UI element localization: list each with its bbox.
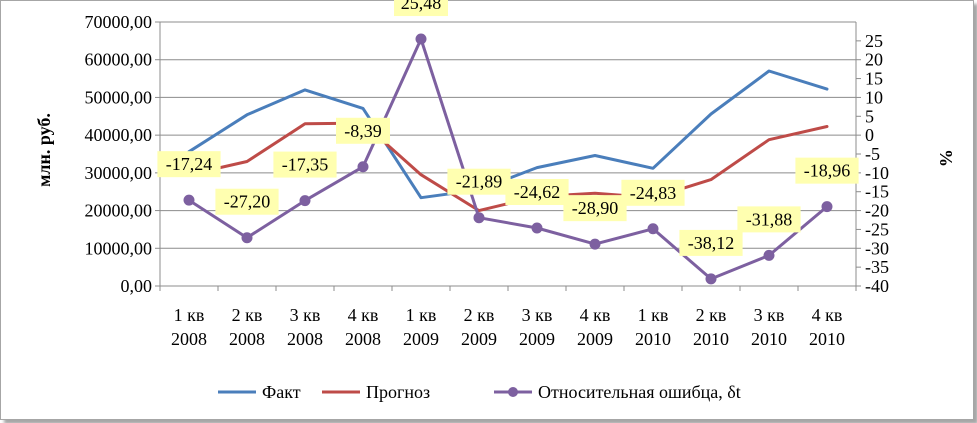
x-tick-label: 2008 bbox=[287, 329, 323, 349]
left-tick-label: 50000,00 bbox=[85, 87, 153, 107]
x-tick-label: 4 кв bbox=[812, 305, 843, 325]
data-point bbox=[589, 238, 601, 250]
x-tick-label: 2009 bbox=[577, 329, 613, 349]
data-point bbox=[647, 223, 659, 235]
x-tick-label: 3 кв bbox=[290, 305, 321, 325]
left-tick-label: 0,00 bbox=[121, 276, 153, 296]
data-point bbox=[531, 222, 543, 234]
right-tick-label: -15 bbox=[865, 182, 889, 202]
data-label: -21,89 bbox=[456, 172, 503, 192]
x-tick-label: 2010 bbox=[751, 329, 787, 349]
data-label-background bbox=[447, 168, 511, 195]
data-label-background bbox=[505, 178, 569, 205]
data-label: -8,39 bbox=[344, 121, 382, 141]
data-point bbox=[241, 232, 253, 244]
x-tick-label: 2009 bbox=[403, 329, 439, 349]
data-label-background bbox=[157, 151, 221, 178]
right-tick-label: -40 bbox=[865, 276, 889, 296]
data-label-background bbox=[621, 179, 685, 206]
data-label: -24,83 bbox=[630, 183, 677, 203]
data-point bbox=[299, 195, 311, 207]
x-tick-label: 2010 bbox=[809, 329, 845, 349]
x-tick-label: 2010 bbox=[635, 329, 671, 349]
legend: Факт Прогноз Относительная ошибца, δt bbox=[218, 382, 741, 402]
x-tick-label: 4 кв bbox=[580, 305, 611, 325]
data-label: -24,62 bbox=[514, 182, 561, 202]
right-tick-label: -10 bbox=[865, 163, 889, 183]
data-point bbox=[415, 33, 427, 45]
left-tick-label: 70000,00 bbox=[85, 12, 153, 32]
x-tick-label: 2008 bbox=[171, 329, 207, 349]
series-markers bbox=[183, 33, 833, 285]
data-label-background bbox=[679, 229, 743, 256]
right-tick-label: 25 bbox=[865, 31, 883, 51]
right-tick-label: -25 bbox=[865, 219, 889, 239]
x-tick-label: 3 кв bbox=[522, 305, 553, 325]
data-label-background bbox=[215, 188, 279, 215]
right-tick-label: 0 bbox=[865, 125, 874, 145]
right-tick-label: 10 bbox=[865, 87, 883, 107]
data-label: -38,12 bbox=[688, 233, 735, 253]
data-label-background bbox=[273, 151, 337, 178]
left-tick-label: 20000,00 bbox=[85, 201, 153, 221]
right-tick-label: 5 bbox=[865, 106, 874, 126]
data-label: -18,96 bbox=[804, 161, 851, 181]
data-point bbox=[183, 194, 195, 206]
data-label-background bbox=[737, 206, 801, 233]
data-point bbox=[357, 161, 369, 173]
x-tick-label: 4 кв bbox=[348, 305, 379, 325]
x-tick-label: 3 кв bbox=[754, 305, 785, 325]
data-label: -28,90 bbox=[572, 198, 619, 218]
x-tick-label: 2 кв bbox=[696, 305, 727, 325]
data-point bbox=[473, 212, 485, 224]
right-tick-label: 20 bbox=[865, 50, 883, 70]
series-line bbox=[187, 37, 829, 281]
x-tick-label: 2 кв bbox=[464, 305, 495, 325]
x-tick-label: 1 кв bbox=[174, 305, 205, 325]
left-tick-label: 60000,00 bbox=[85, 50, 153, 70]
data-label-background bbox=[336, 117, 390, 144]
x-tick-label: 2009 bbox=[461, 329, 497, 349]
axes bbox=[155, 21, 861, 291]
right-tick-label: -20 bbox=[865, 201, 889, 221]
left-axis-title: млн. руб. bbox=[34, 113, 54, 187]
x-tick-label: 2009 bbox=[519, 329, 555, 349]
x-axis-ticks: 1 кв 2008 2 кв 2008 3 кв 2008 4 кв 2008 1 кв 2009… bbox=[171, 305, 845, 349]
x-tick-label: 2008 bbox=[345, 329, 381, 349]
right-tick-label: -35 bbox=[865, 257, 889, 277]
data-label-background bbox=[394, 0, 448, 17]
data-point bbox=[705, 273, 717, 285]
data-label-background bbox=[795, 157, 859, 184]
x-tick-label: 1 кв bbox=[638, 305, 669, 325]
data-point bbox=[821, 201, 833, 213]
right-tick-label: 15 bbox=[865, 69, 883, 89]
legend-marker bbox=[508, 387, 518, 397]
data-label: -31,88 bbox=[746, 209, 793, 229]
data-labels: -17,24 -27,20 -17,35 -8,39 25,48 -21,89 -24,62… bbox=[157, 0, 859, 256]
right-tick-label: -30 bbox=[865, 238, 889, 258]
left-axis-ticks: 0,00 10000,00 20000,00 30000,00 40000,00 5000… bbox=[85, 12, 153, 296]
gridlines bbox=[160, 21, 856, 287]
left-tick-label: 40000,00 bbox=[85, 125, 153, 145]
x-tick-label: 2008 bbox=[229, 329, 265, 349]
data-label: -27,20 bbox=[224, 192, 271, 212]
x-tick-label: 2 кв bbox=[232, 305, 263, 325]
right-axis-title: % bbox=[936, 149, 956, 167]
right-tick-label: -5 bbox=[865, 144, 880, 164]
legend-label: Факт bbox=[262, 382, 301, 402]
x-tick-label: 1 кв bbox=[406, 305, 437, 325]
legend-label: Относительная ошибца, δt bbox=[538, 382, 741, 402]
left-tick-label: 30000,00 bbox=[85, 163, 153, 183]
data-label: -17,35 bbox=[282, 155, 329, 175]
legend-label: Прогноз bbox=[366, 382, 430, 402]
data-point bbox=[763, 249, 775, 261]
left-tick-label: 10000,00 bbox=[85, 238, 153, 258]
x-tick-label: 2010 bbox=[693, 329, 729, 349]
data-label: 25,48 bbox=[401, 0, 442, 13]
data-label-background bbox=[563, 195, 627, 222]
data-label: -17,24 bbox=[166, 154, 213, 174]
